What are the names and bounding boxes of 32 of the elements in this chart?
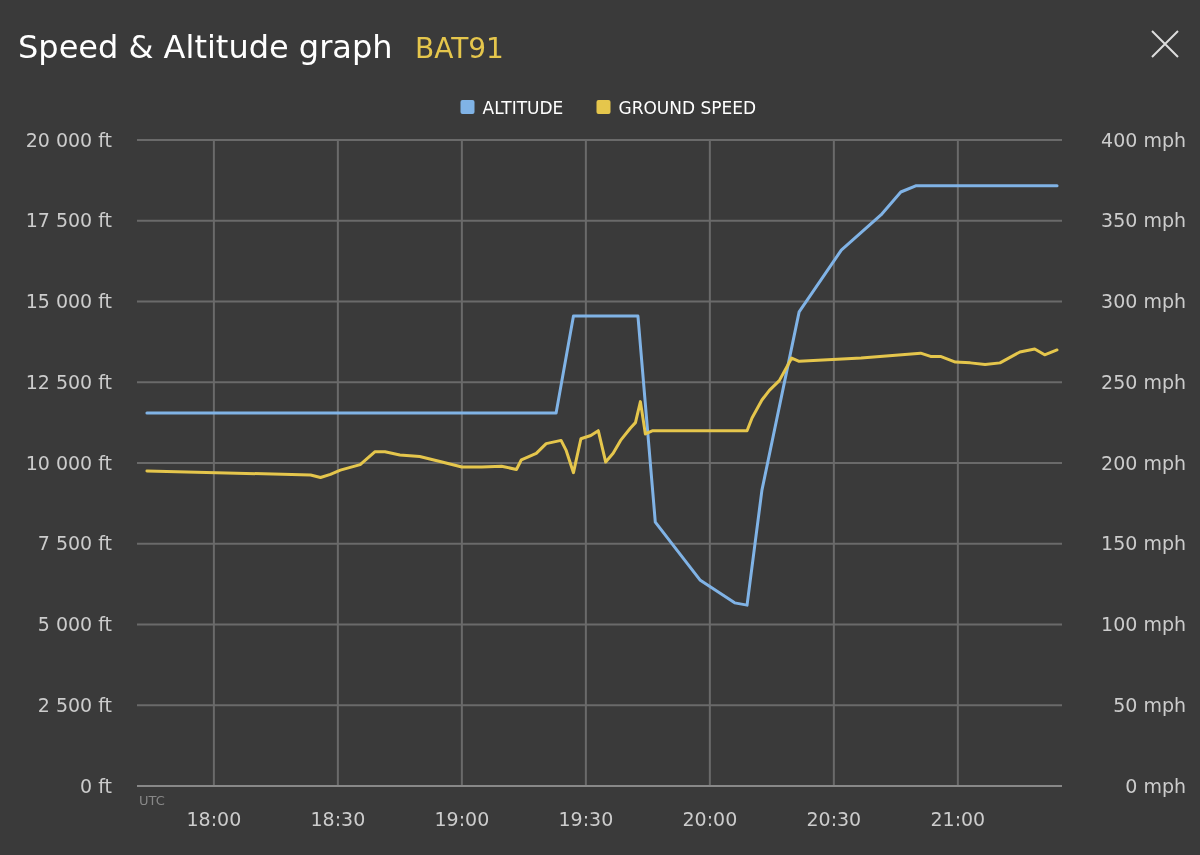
y-tick-label: 20 000 ft (25, 128, 112, 151)
y-tick-label: 2 500 ft (37, 693, 112, 716)
line-series (145, 184, 1059, 607)
legend-label: GROUND SPEED (618, 97, 757, 118)
y-tick-label: 5 000 ft (37, 613, 112, 636)
chart-title: Speed & Altitude graph (18, 28, 393, 66)
y2-tick-label: 250 mph (1101, 370, 1186, 393)
x-tick-label: 19:00 (434, 808, 490, 830)
x-tick-label: 19:30 (558, 808, 614, 830)
y2-tick-label: 200 mph (1101, 451, 1186, 474)
y2-tick-label: 150 mph (1101, 532, 1186, 555)
y2-tick-label: 300 mph (1101, 290, 1186, 313)
x-tick-label: 18:30 (310, 808, 366, 830)
y-tick-label: 0 ft (80, 774, 112, 797)
x-tick-label: 21:00 (930, 808, 986, 830)
y2-tick-label: 0 mph (1125, 774, 1186, 797)
line-series (145, 347, 1059, 480)
x-tick-label: 20:00 (682, 808, 738, 830)
x-tick-label: 18:00 (186, 808, 242, 830)
y-tick-label: 10 000 ft (25, 451, 112, 474)
y2-tick-label: 350 mph (1101, 209, 1186, 232)
legend-label: ALTITUDE (482, 97, 564, 118)
y2-tick-label: 50 mph (1113, 693, 1186, 716)
y-tick-label: 15 000 ft (25, 290, 112, 313)
y2-tick-label: 100 mph (1101, 613, 1186, 636)
x-tick-label: 20:30 (806, 808, 862, 830)
y-tick-label: 12 500 ft (25, 370, 112, 393)
text: UTC (139, 793, 165, 808)
y-tick-label: 7 500 ft (37, 532, 112, 555)
chart-subtitle: BAT91 (415, 32, 504, 65)
y-tick-label: 17 500 ft (25, 209, 112, 232)
y2-tick-label: 400 mph (1101, 128, 1186, 151)
